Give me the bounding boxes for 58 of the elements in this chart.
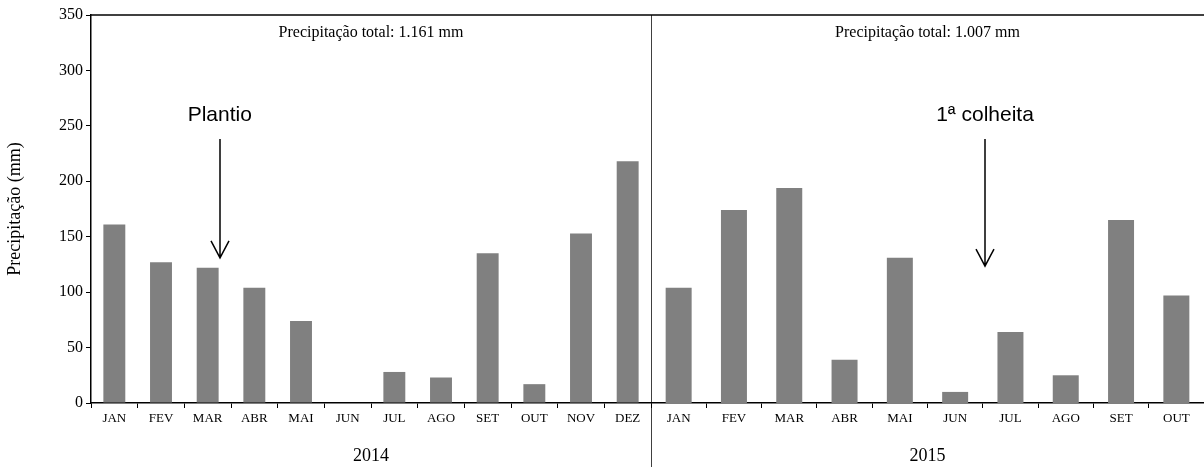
bar: [997, 332, 1024, 403]
x-tick-label: MAI: [288, 410, 314, 426]
x-tick-label: JUN: [943, 410, 968, 426]
bar: [665, 287, 692, 403]
bar: [383, 371, 406, 403]
x-tick-label: AGO: [1051, 410, 1080, 426]
x-tick-label: FEV: [721, 410, 747, 426]
bar: [243, 287, 266, 403]
bar: [430, 377, 452, 403]
x-tick-label: JUN: [335, 410, 361, 426]
y-tick-label: 350: [59, 5, 83, 23]
bar: [1108, 220, 1135, 403]
bar: [720, 210, 747, 403]
x-tick-label: MAR: [192, 410, 223, 426]
bar: [886, 257, 913, 403]
x-tick-label: JAN: [102, 410, 127, 426]
bar: [570, 233, 592, 403]
bar: [1163, 295, 1190, 403]
x-tick-label: MAI: [887, 410, 913, 426]
x-tick-label: NOV: [566, 410, 596, 426]
bar: [196, 267, 219, 403]
bar: [150, 262, 172, 403]
bar: [290, 320, 312, 403]
x-tick-label: JUL: [383, 410, 406, 426]
bar: [942, 391, 969, 403]
x-tick-label: FEV: [148, 410, 174, 426]
x-tick-label: OUT: [520, 410, 548, 426]
bar: [103, 224, 126, 403]
annotation: Precipitação total: 1.007 mm: [835, 23, 1021, 42]
annotation: Plantio: [187, 101, 252, 125]
x-tick-label: JUL: [999, 410, 1022, 426]
x-tick-label: OUT: [1162, 410, 1190, 426]
x-tick-label: SET: [1109, 410, 1133, 426]
bar: [1052, 375, 1079, 403]
y-tick-label: 250: [59, 116, 83, 134]
annotation: 1ª colheita: [936, 101, 1035, 125]
bar: [831, 359, 858, 403]
y-tick-label: 50: [67, 337, 83, 355]
x-tick-label: JAN: [666, 410, 692, 426]
x-tick-label: AGO: [426, 410, 456, 426]
annotation: Precipitação total: 1.161 mm: [278, 23, 464, 42]
y-tick-label: 100: [59, 282, 83, 300]
y-tick-label: 150: [59, 226, 83, 244]
y-tick-label: 200: [59, 171, 83, 189]
bar: [476, 253, 499, 403]
x-axis-title: 2014: [353, 444, 389, 465]
x-tick-label: SET: [476, 410, 500, 426]
x-tick-label: DEZ: [615, 410, 641, 426]
x-tick-label: ABR: [240, 410, 269, 426]
bar: [523, 384, 546, 403]
x-tick-label: ABR: [831, 410, 859, 426]
x-tick-label: MAR: [774, 410, 805, 426]
y-tick-label: 0: [75, 393, 83, 411]
y-tick-label: 300: [59, 60, 83, 78]
bar: [616, 161, 639, 403]
y-axis-title: Precipitação (mm): [3, 142, 25, 276]
x-axis-title: 2015: [909, 444, 946, 465]
bar: [776, 187, 803, 403]
